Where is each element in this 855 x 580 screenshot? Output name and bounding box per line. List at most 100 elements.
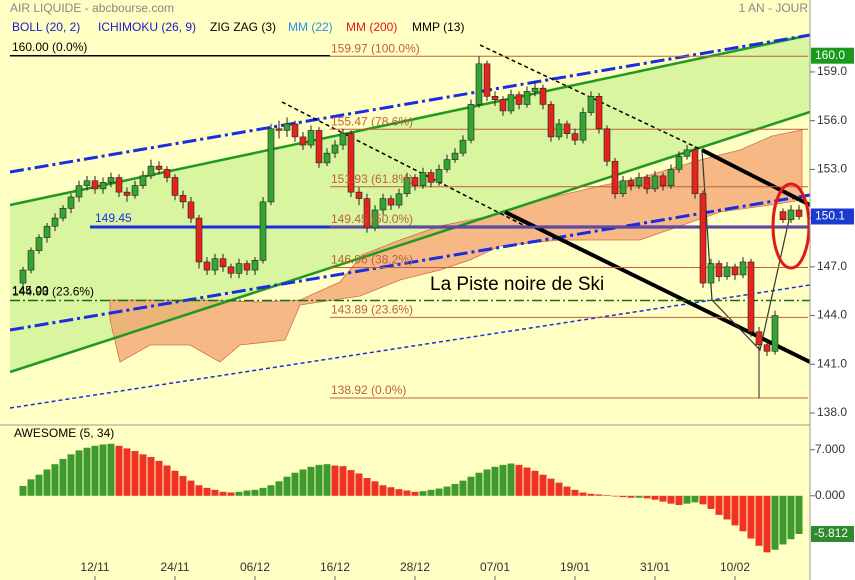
oscillator-bar <box>339 466 347 496</box>
candle-body <box>539 87 547 105</box>
candle-body <box>395 193 403 206</box>
x-tick-label: 19/01 <box>560 560 590 574</box>
candle-body <box>675 156 683 170</box>
level-label: 149.45 <box>95 211 132 225</box>
candle-body <box>707 263 715 284</box>
candle-body <box>419 172 427 186</box>
candle-body <box>43 225 51 238</box>
oscillator-bar <box>779 495 787 545</box>
oscillator-bar <box>251 489 259 496</box>
candle-body <box>427 172 435 183</box>
oscillator-bar <box>131 451 139 496</box>
candle-body <box>755 331 763 346</box>
oscillator-bar <box>659 495 667 502</box>
oscillator-bar <box>195 485 203 496</box>
oscillator-bar <box>443 486 451 496</box>
y-tick-label: 159.0 <box>817 64 847 78</box>
oscillator-bar <box>59 458 67 496</box>
oscillator-bar <box>43 469 51 496</box>
oscillator-bar <box>395 489 403 496</box>
oscillator-bar <box>675 495 683 505</box>
candle-body <box>563 123 571 134</box>
candle-body <box>443 159 451 170</box>
candle-body <box>435 169 443 183</box>
x-tick-label: 10/02 <box>720 560 750 574</box>
legend-entry: BOLL (20, 2) <box>12 20 80 34</box>
candle-body <box>475 63 483 105</box>
candle-body <box>99 182 107 190</box>
oscillator-bar <box>587 493 595 496</box>
oscillator-bar <box>531 470 539 496</box>
legend-entry: ZIG ZAG (3) <box>210 20 276 34</box>
candle-body <box>491 96 499 100</box>
candle-body <box>83 180 91 186</box>
oscillator-bar <box>379 485 387 496</box>
candle-body <box>699 193 707 284</box>
retracement-label: 149.45 (50.0%) <box>331 212 413 226</box>
candle-body <box>259 201 267 261</box>
price-badge-label: 160.0 <box>815 48 845 62</box>
oscillator-bar <box>651 495 659 500</box>
candle-body <box>195 217 203 263</box>
oscillator-bar <box>707 495 715 509</box>
candle-body <box>771 315 779 352</box>
header-title: AIR LIQUIDE - abcbourse.com <box>10 1 174 15</box>
candle-body <box>467 104 475 141</box>
x-tick-label: 07/01 <box>480 560 510 574</box>
oscillator-bar <box>347 470 355 496</box>
oscillator-bar <box>411 491 419 496</box>
oscillator-bar <box>635 495 643 498</box>
candle-body <box>747 261 755 333</box>
channel-line <box>9 110 811 374</box>
oscillator-bar <box>603 495 611 496</box>
trend-line <box>9 284 811 409</box>
candle-body <box>763 344 771 352</box>
candle-body <box>59 208 67 219</box>
oscillator-bar <box>739 495 747 532</box>
candle-body <box>203 261 211 271</box>
candle-body <box>723 266 731 277</box>
oscillator-bar <box>203 487 211 496</box>
oscillator-bar <box>619 495 627 498</box>
oscillator-bar <box>555 482 563 496</box>
candle-body <box>667 169 675 186</box>
oscillator-bar <box>83 447 91 496</box>
candle-body <box>523 91 531 105</box>
candle-body <box>363 198 371 229</box>
candle-body <box>315 130 323 164</box>
oscillator-bar <box>451 483 459 496</box>
oscillator-bar <box>467 476 475 496</box>
oscillator-badge-label: -5.812 <box>814 526 848 540</box>
candle-body <box>635 177 643 186</box>
price-badge <box>811 208 854 225</box>
oscillator-bar <box>243 490 251 496</box>
candle-body <box>307 130 315 146</box>
oscillator-bar <box>723 495 731 520</box>
candle-body <box>571 133 579 141</box>
y-tick-label: 147.0 <box>817 259 847 273</box>
oscillator-bar <box>579 492 587 496</box>
bollinger-line <box>9 193 811 332</box>
candle-body <box>507 94 515 112</box>
retracement-label: 155.47 (78.6%) <box>331 114 413 128</box>
oscillator-bar <box>299 469 307 496</box>
oscillator-bar <box>363 478 371 496</box>
candle-body <box>275 128 283 131</box>
candle-body <box>651 175 659 190</box>
candle-body <box>731 266 739 276</box>
oscillator-bar <box>435 488 443 496</box>
oscillator-bar <box>667 495 675 504</box>
candle-body <box>387 198 395 206</box>
oscillator-bar <box>563 486 571 496</box>
candle-body <box>547 104 555 138</box>
retracement-label: 143.89 (23.6%) <box>331 303 413 317</box>
level-label: 144.93 (23.6%) <box>12 285 94 299</box>
oscillator-bar <box>515 464 523 496</box>
oscillator-bar <box>235 491 243 496</box>
oscillator-bar <box>259 487 267 496</box>
x-tick-label: 16/12 <box>320 560 350 574</box>
candle-body <box>147 165 155 177</box>
candle-body <box>123 191 131 196</box>
oscillator-bar <box>643 495 651 499</box>
candle-body <box>619 180 627 195</box>
